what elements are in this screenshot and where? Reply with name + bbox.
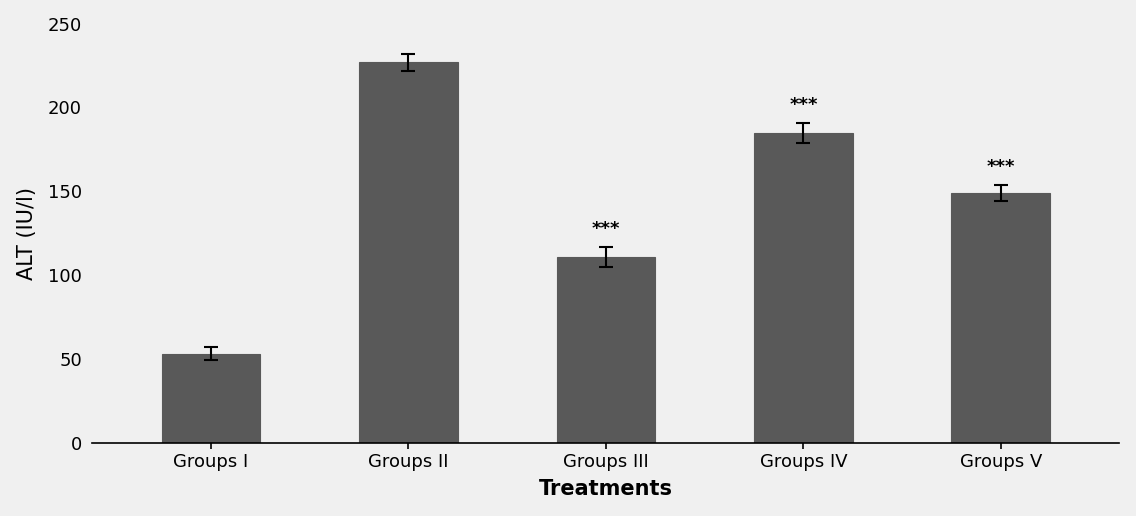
X-axis label: Treatments: Treatments [538,479,673,499]
Bar [359,62,458,443]
Text: ***: *** [986,158,1016,176]
Bar [952,193,1050,443]
Bar [754,133,853,443]
Y-axis label: ALT (IU/l): ALT (IU/l) [17,187,36,280]
Text: ***: *** [790,96,818,114]
Bar [557,256,655,443]
Text: ***: *** [592,220,620,238]
Bar [161,354,260,443]
